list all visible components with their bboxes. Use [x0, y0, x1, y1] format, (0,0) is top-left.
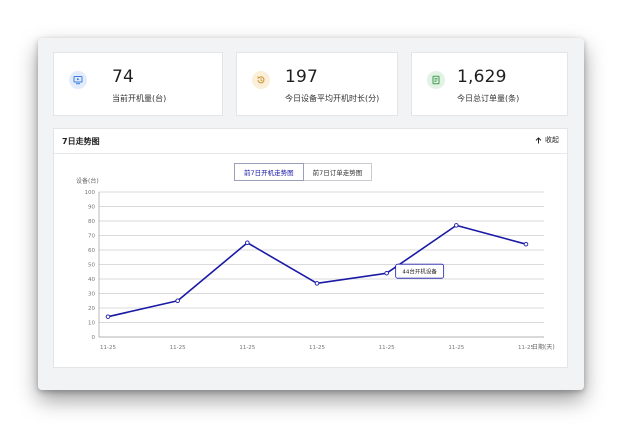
stat-card-avg-uptime: 197 今日设备平均开机时长(分): [236, 52, 398, 116]
x-axis-label: 日期(天): [532, 343, 555, 351]
y-tick-label: 90: [88, 205, 95, 211]
y-tick-label: 70: [88, 234, 95, 240]
tab-order-trend[interactable]: 前7日订单走势图: [303, 163, 373, 181]
x-tick-label: 11-25: [239, 345, 255, 351]
x-tick-label: 11-25: [170, 345, 186, 351]
y-tick-label: 50: [88, 263, 95, 269]
tooltip-text: 44台开机设备: [402, 268, 437, 276]
x-tick-label: 11-25: [448, 345, 464, 351]
stat-label: 今日设备平均开机时长(分): [285, 94, 380, 103]
dashboard-frame: 74 当前开机量(台) 197 今日设备平均开机时长(分) 1,629 今日总订…: [38, 38, 584, 390]
y-tick-label: 0: [92, 335, 96, 341]
data-point: [245, 240, 250, 245]
stat-value: 74: [112, 67, 135, 87]
x-tick-label: 11-25: [379, 345, 395, 351]
panel-title: 7日走势图: [62, 137, 100, 146]
panel-header: 7日走势图 收起: [54, 129, 567, 154]
y-tick-label: 100: [85, 190, 96, 196]
data-point: [523, 241, 529, 247]
x-tick-label: 11-25: [309, 345, 325, 351]
y-tick-label: 10: [88, 321, 95, 327]
collapse-label: 收起: [545, 136, 559, 144]
clock-history-icon: [252, 71, 270, 89]
stat-value: 197: [285, 67, 319, 87]
trend-line-chart: 设备(台) 日期(天) 0 10 20 30 40 50 60 70 80 90 100 11-25…: [76, 177, 555, 351]
tab-online-trend[interactable]: 前7日开机走势图: [234, 163, 304, 181]
order-doc-icon: [427, 71, 445, 89]
data-point: [454, 223, 459, 228]
y-tick-label: 30: [88, 292, 95, 298]
arrow-up-icon: [535, 136, 542, 143]
tooltip-box: [395, 263, 445, 279]
data-point: [314, 281, 320, 286]
y-tick-label: 60: [88, 248, 95, 254]
data-point: [105, 314, 111, 319]
monitor-icon: [69, 71, 87, 89]
stat-label: 今日总订单量(条): [457, 94, 520, 103]
series-line: [107, 224, 527, 318]
data-point: [175, 298, 180, 303]
x-tick-label: 11-25: [100, 345, 116, 351]
y-axis-label: 设备(台): [76, 177, 99, 185]
stat-value: 1,629: [457, 67, 507, 87]
x-tick-label: 11-25: [518, 345, 534, 351]
stat-card-total-orders: 1,629 今日总订单量(条): [411, 52, 568, 116]
trend-panel: 7日走势图 收起 前7日开机走势图 前7日订单走势图 设备(台) 日期(天) 0…: [53, 128, 568, 368]
stat-card-current-online: 74 当前开机量(台): [53, 52, 223, 116]
data-point: [384, 270, 389, 276]
chart-tabs: 前7日开机走势图 前7日订单走势图: [234, 163, 373, 181]
y-tick-label: 20: [88, 306, 95, 312]
y-tick-label: 80: [88, 219, 95, 225]
y-tick-label: 40: [88, 277, 95, 283]
stat-label: 当前开机量(台): [112, 94, 167, 103]
collapse-button[interactable]: 收起: [535, 135, 559, 145]
